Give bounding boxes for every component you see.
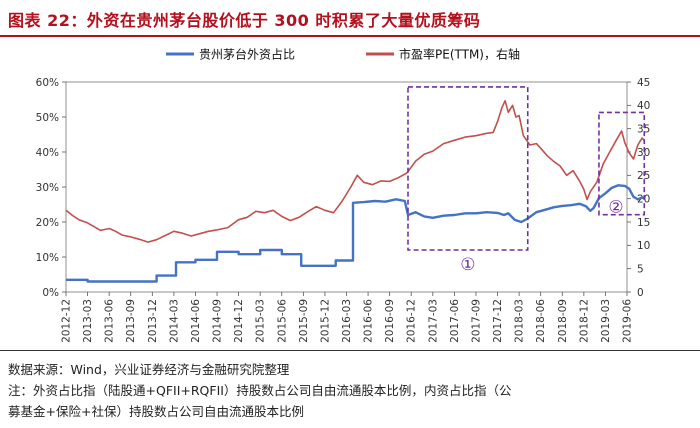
x-tick-label: 2017-06 [449, 299, 461, 343]
series-layer [65, 99, 645, 283]
x-tick-label: 2013-12 [147, 299, 159, 343]
source-note: 数据来源：Wind，兴业证券经济与金融研究院整理 [8, 362, 290, 377]
right-tick-label: 10 [637, 240, 650, 252]
left-tick-label: 0% [42, 287, 59, 299]
right-tick-label: 0 [637, 287, 644, 299]
x-tick-label: 2014-09 [212, 299, 224, 343]
x-tick-label: 2015-06 [276, 299, 288, 343]
x-tick-label: 2014-12 [233, 299, 245, 343]
x-tick-label: 2019-06 [622, 299, 634, 343]
footnotes: 数据来源：Wind，兴业证券经济与金融研究院整理 注：外资占比指（陆股通+QFI… [0, 350, 700, 428]
title-divider [0, 35, 700, 37]
x-tick-label: 2014-06 [190, 299, 202, 343]
legend-label-foreign: 贵州茅台外资占比 [199, 47, 295, 62]
x-tick-label: 2018-09 [557, 299, 569, 343]
x-tick-label: 2015-09 [298, 299, 310, 343]
x-tick-label: 2017-03 [427, 299, 439, 343]
x-tick-label: 2014-03 [168, 299, 180, 343]
x-tick-label: 2016-09 [384, 299, 396, 343]
right-tick-label: 40 [637, 100, 650, 112]
right-tick-label: 45 [637, 77, 650, 89]
definition-note-line-2: 募基金+保险+社保）持股数占公司自由流通股本比例 [8, 404, 304, 419]
x-tick-label: 2015-12 [319, 299, 331, 343]
left-tick-label: 10% [36, 252, 59, 264]
x-tick-label: 2013-09 [125, 299, 137, 343]
annotation-layer: ①② [407, 86, 646, 275]
annotation-label-1: ① [460, 255, 475, 275]
chart: 0%10%20%30%40%50%60% 051015202530354045 … [36, 47, 651, 343]
x-tick-label: 2019-03 [600, 299, 612, 343]
x-tick-label: 2018-12 [578, 299, 590, 343]
left-axis: 0% 10% 20% 30% 40% 50% 60% [36, 77, 66, 299]
x-tick-label: 2016-06 [363, 299, 375, 343]
definition-note-line-1: 注：外资占比指（陆股通+QFII+RQFII）持股数占公司自由流通股本比例，内资… [8, 383, 512, 398]
x-tick-label: 2013-03 [82, 299, 94, 343]
left-tick-label: 60% [36, 77, 59, 89]
annotation-box-1 [407, 86, 529, 251]
x-tick-label: 2017-09 [470, 299, 482, 343]
x-tick-label: 2018-03 [514, 299, 526, 343]
annotation-label-2: ② [608, 198, 623, 218]
x-tick-label: 2015-03 [255, 299, 267, 343]
left-tick-label: 40% [36, 147, 59, 159]
title-bar: 图表 22：外资在贵州茅台股价低于 300 时积累了大量优质筹码 [0, 0, 700, 37]
x-tick-label: 2012-12 [61, 299, 73, 343]
legend-label-pe: 市盈率PE(TTM)，右轴 [399, 47, 520, 62]
page-title: 图表 22：外资在贵州茅台股价低于 300 时积累了大量优质筹码 [8, 11, 481, 30]
right-tick-label: 30 [637, 147, 650, 159]
series-line-foreign-share [66, 184, 645, 283]
left-tick-label: 50% [36, 112, 59, 124]
annotation-box-2 [598, 111, 646, 216]
left-tick-label: 30% [36, 182, 59, 194]
right-tick-label: 15 [637, 217, 650, 229]
x-tick-label: 2016-03 [341, 299, 353, 343]
x-tick-label: 2017-12 [492, 299, 504, 343]
legend: 贵州茅台外资占比 市盈率PE(TTM)，右轴 [166, 47, 520, 62]
x-tick-label: 2018-06 [535, 299, 547, 343]
right-tick-label: 35 [637, 123, 650, 135]
series-line-pe [65, 99, 645, 243]
left-tick-label: 20% [36, 217, 59, 229]
x-axis: 2012-12 2013-03 2013-06 2013-09 2013-12 2014-… [61, 292, 634, 343]
right-tick-label: 5 [637, 263, 644, 275]
x-tick-label: 2013-06 [104, 299, 116, 343]
x-tick-label: 2016-12 [406, 299, 418, 343]
